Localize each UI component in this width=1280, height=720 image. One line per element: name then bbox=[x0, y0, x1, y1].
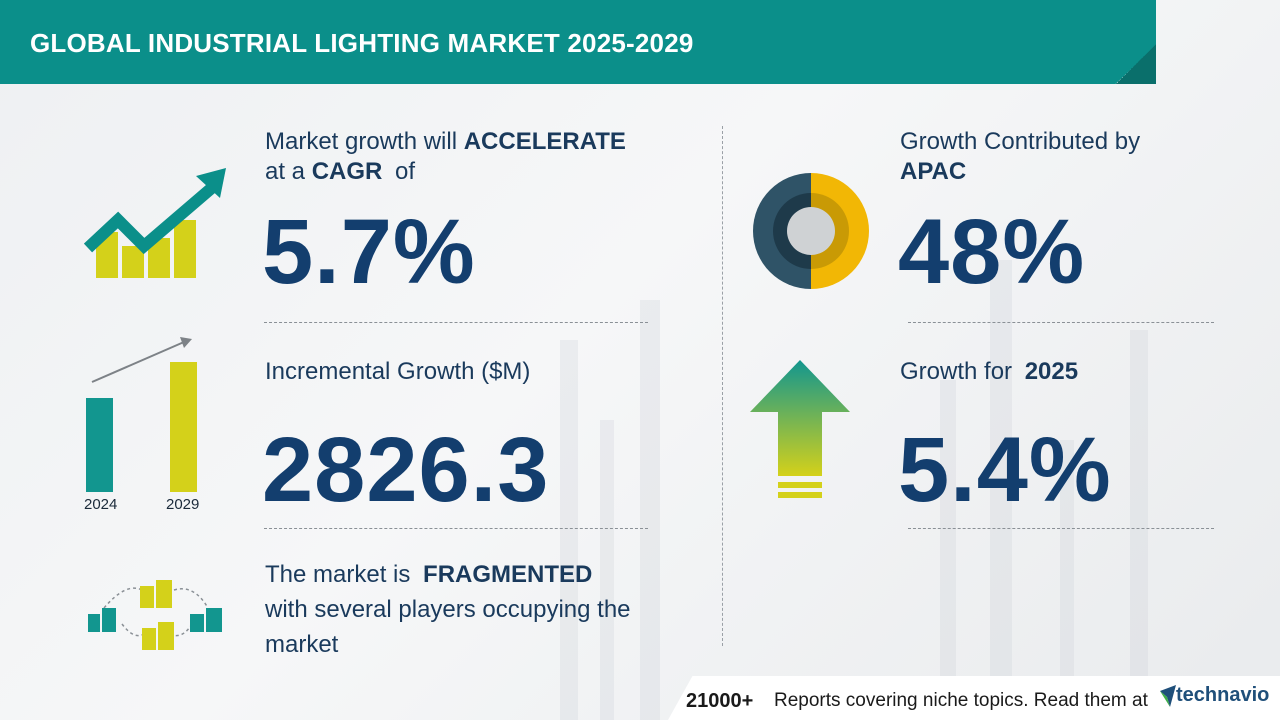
fragmented-caption-emphasis: FRAGMENTED bbox=[423, 561, 593, 588]
report-count: 21000+ bbox=[686, 690, 754, 712]
market-players-icon bbox=[88, 580, 222, 650]
region-value: 48% bbox=[898, 201, 1086, 303]
technavio-logo-icon bbox=[1160, 684, 1176, 707]
region-caption-line1: Growth Contributed by bbox=[900, 128, 1141, 155]
technavio-logo[interactable]: technavio bbox=[1160, 684, 1269, 707]
divider-right-1 bbox=[908, 322, 1214, 323]
header-fold-decoration bbox=[1116, 44, 1156, 84]
vertical-divider bbox=[722, 126, 723, 646]
incremental-value: 2826.3 bbox=[262, 419, 550, 521]
year-growth-value: 5.4% bbox=[898, 419, 1112, 521]
divider-left-1 bbox=[264, 322, 648, 323]
incremental-label: Incremental Growth ($M) bbox=[265, 358, 531, 385]
cagr-caption: Market growth will ACCELERATE at a CAGR … bbox=[265, 127, 626, 187]
bar-label-2024: 2024 bbox=[84, 496, 118, 513]
footer-text: Reports covering niche topics. Read them… bbox=[774, 690, 1148, 711]
page-title: GLOBAL INDUSTRIAL LIGHTING MARKET 2025-2… bbox=[30, 28, 694, 58]
fragmented-caption-prefix: The market is bbox=[265, 561, 411, 588]
cagr-caption-prefix: Market growth will bbox=[265, 128, 458, 155]
footer-bar bbox=[668, 676, 1280, 720]
cagr-caption-emphasis: ACCELERATE bbox=[463, 128, 626, 155]
bar-label-2029: 2029 bbox=[166, 496, 200, 513]
technavio-logo-text: technavio bbox=[1176, 684, 1270, 706]
cagr-caption-cagr: CAGR bbox=[311, 158, 383, 185]
year-growth-caption: Growth for 2025 bbox=[900, 357, 1078, 387]
region-caption: Growth Contributed by APAC bbox=[900, 127, 1140, 187]
bar-comparison-icon bbox=[86, 337, 197, 492]
year-growth-prefix: Growth for bbox=[900, 358, 1013, 385]
fragmented-caption: The market is FRAGMENTED with several pl… bbox=[265, 557, 631, 662]
fragmented-caption-line3: market bbox=[265, 631, 339, 658]
divider-right-2 bbox=[908, 528, 1214, 529]
divider-left-2 bbox=[264, 528, 648, 529]
fragmented-caption-line2: with several players occupying the bbox=[265, 596, 631, 623]
region-name: APAC bbox=[900, 158, 967, 185]
header-banner: GLOBAL INDUSTRIAL LIGHTING MARKET 2025-2… bbox=[0, 0, 1156, 84]
donut-share-icon bbox=[753, 173, 869, 289]
year-growth-year: 2025 bbox=[1024, 358, 1079, 385]
cagr-caption-of: of bbox=[395, 158, 416, 185]
growth-chart-icon bbox=[84, 168, 226, 278]
up-arrow-icon bbox=[750, 360, 850, 498]
cagr-caption-at-a: at a bbox=[265, 158, 306, 185]
cagr-value: 5.7% bbox=[262, 201, 476, 303]
